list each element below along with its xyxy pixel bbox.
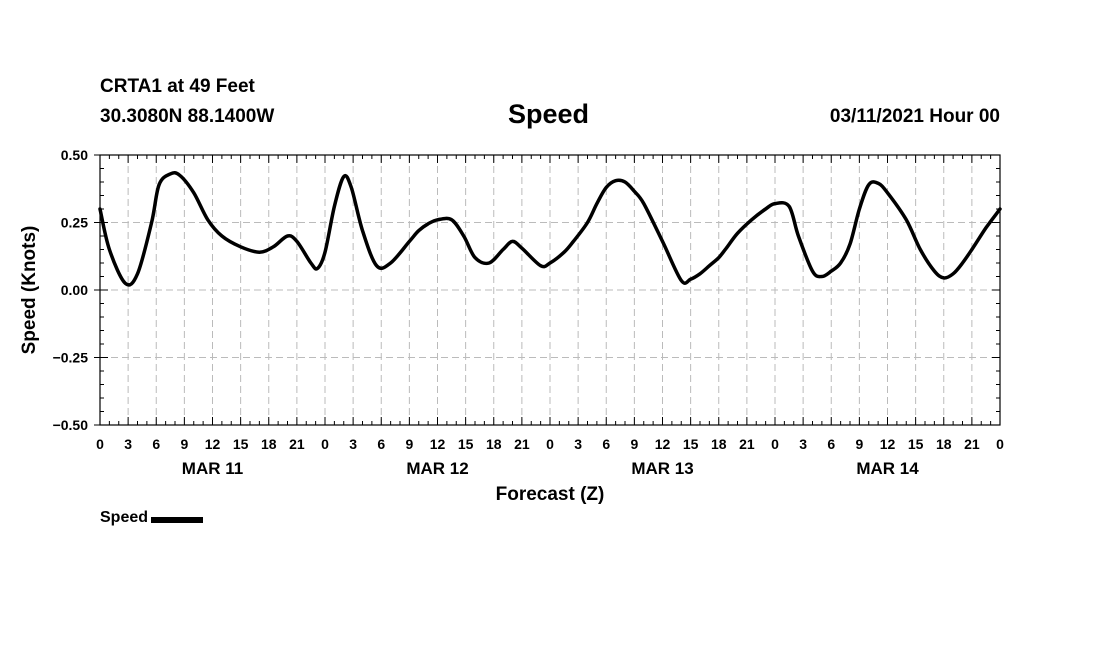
- gridlines: [100, 155, 1000, 425]
- y-tick-label: 0.00: [61, 282, 88, 298]
- x-tick-label: 6: [602, 436, 610, 452]
- y-axis-title: Speed (Knots): [19, 226, 40, 355]
- x-tick-label: 21: [289, 436, 305, 452]
- x-tick-label: 6: [377, 436, 385, 452]
- y-tick-label: 0.25: [61, 215, 88, 231]
- x-tick-label: 3: [574, 436, 582, 452]
- x-tick-label: 15: [458, 436, 474, 452]
- x-tick-label: 9: [630, 436, 638, 452]
- x-tick-label: 15: [683, 436, 699, 452]
- coordinates-label: 30.3080N 88.1400W: [100, 106, 275, 127]
- series-layer: [98, 171, 1002, 287]
- x-tick-label: 0: [321, 436, 329, 452]
- x-tick-label: 3: [124, 436, 132, 452]
- x-tick-label: 18: [936, 436, 952, 452]
- x-tick-label: 15: [233, 436, 249, 452]
- x-tick-label: 18: [261, 436, 277, 452]
- day-label: MAR 13: [631, 459, 693, 478]
- y-tick-label: −0.50: [53, 417, 89, 433]
- chart-title: Speed: [508, 99, 590, 129]
- x-tick-label: 9: [855, 436, 863, 452]
- x-tick-label: 12: [880, 436, 896, 452]
- x-tick-label: 18: [486, 436, 502, 452]
- x-tick-label: 6: [827, 436, 835, 452]
- x-tick-label: 3: [799, 436, 807, 452]
- x-tick-label: 12: [205, 436, 221, 452]
- legend-label: Speed: [100, 509, 149, 526]
- x-tick-label: 6: [152, 436, 160, 452]
- axis-labels: Forecast (Z) Speed (Knots) 0 3 6 9 12 15 18 21 0…: [19, 147, 1004, 505]
- x-tick-label: 0: [546, 436, 554, 452]
- x-tick-label: 9: [180, 436, 188, 452]
- station-label: CRTA1 at 49 Feet: [100, 76, 255, 97]
- x-tick-label: 12: [430, 436, 446, 452]
- day-label: MAR 11: [182, 459, 243, 478]
- day-label: MAR 12: [406, 459, 468, 478]
- x-tick-label: 18: [711, 436, 727, 452]
- x-tick-label: 21: [739, 436, 755, 452]
- x-axis-title: Forecast (Z): [496, 484, 605, 505]
- y-tick-label: 0.50: [61, 147, 88, 163]
- forecast-date-label: 03/11/2021 Hour 00: [829, 106, 1000, 127]
- y-tick-label: −0.25: [53, 350, 89, 366]
- plot-frame: [99, 154, 1001, 426]
- x-tick-label: 3: [349, 436, 357, 452]
- day-label: MAR 14: [856, 459, 919, 478]
- x-tick-label: 0: [771, 436, 779, 452]
- x-tick-label: 9: [405, 436, 413, 452]
- legend-swatch: [151, 516, 204, 523]
- x-tick-label: 0: [996, 436, 1004, 452]
- legend: Speed: [100, 509, 204, 527]
- x-tick-label: 0: [96, 436, 104, 452]
- x-tick-label: 21: [964, 436, 980, 452]
- x-tick-label: 15: [908, 436, 924, 452]
- series-line-speed: [98, 171, 1002, 287]
- x-tick-label: 12: [655, 436, 671, 452]
- x-tick-label: 21: [514, 436, 530, 452]
